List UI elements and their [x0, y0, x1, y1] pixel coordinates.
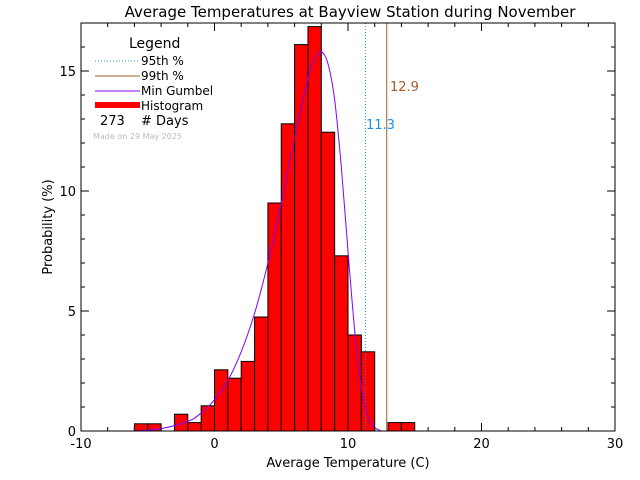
percentile-95-label: 11.3 — [366, 118, 395, 133]
percentile-lines — [364, 23, 388, 431]
histogram-bar — [294, 44, 309, 432]
x-axis-label: Average Temperature (C) — [266, 456, 429, 471]
legend-label-99th: 99th % — [141, 69, 184, 83]
legend-label-gumbel: Min Gumbel — [141, 84, 213, 98]
histogram-bar — [200, 405, 215, 432]
legend-days-count: 273 — [100, 114, 125, 129]
histogram-bar — [254, 316, 269, 432]
y-axis-label: Probability (%) — [41, 179, 56, 274]
histogram-bar — [334, 255, 349, 432]
histogram-bar — [387, 422, 402, 432]
histogram-bar — [267, 202, 282, 432]
legend-title: Legend — [129, 36, 180, 52]
histogram-bar — [187, 422, 202, 432]
y-tick-label: 5 — [68, 305, 76, 320]
histogram-bar — [214, 369, 229, 432]
y-axis-ticks: 0 5 10 15 — [59, 22, 615, 440]
chart-title: Average Temperatures at Bayview Station … — [125, 3, 577, 21]
percentile-99-label: 12.9 — [390, 80, 419, 95]
histogram-bar — [360, 351, 376, 432]
histogram-bar — [320, 131, 336, 432]
x-axis-ticks: -10 0 10 20 30 — [70, 23, 623, 452]
x-tick-label: 10 — [340, 437, 357, 452]
y-tick-label: 10 — [59, 185, 76, 200]
made-on-text: Made on 29 May 2025 — [93, 132, 182, 141]
x-tick-label: 30 — [607, 437, 624, 452]
x-tick-label: -10 — [70, 437, 91, 452]
legend-days-label: # Days — [141, 114, 189, 129]
histogram-bar — [227, 377, 242, 432]
histogram-bar — [240, 360, 256, 432]
gumbel-curve — [134, 51, 382, 432]
x-tick-label: 0 — [210, 437, 218, 452]
legend-label-histogram: Histogram — [141, 99, 203, 113]
y-tick-label: 15 — [59, 65, 76, 80]
x-tick-label: 20 — [473, 437, 490, 452]
histogram-bar — [400, 422, 416, 432]
histogram-bar — [307, 26, 322, 432]
legend-label-95th: 95th % — [141, 54, 184, 68]
histogram-bar — [347, 334, 362, 432]
gumbel-curve-group — [134, 51, 382, 432]
legend: Legend 95th % 99th % Min Gumbel Histogra… — [93, 36, 213, 141]
y-tick-label: 0 — [68, 425, 76, 440]
